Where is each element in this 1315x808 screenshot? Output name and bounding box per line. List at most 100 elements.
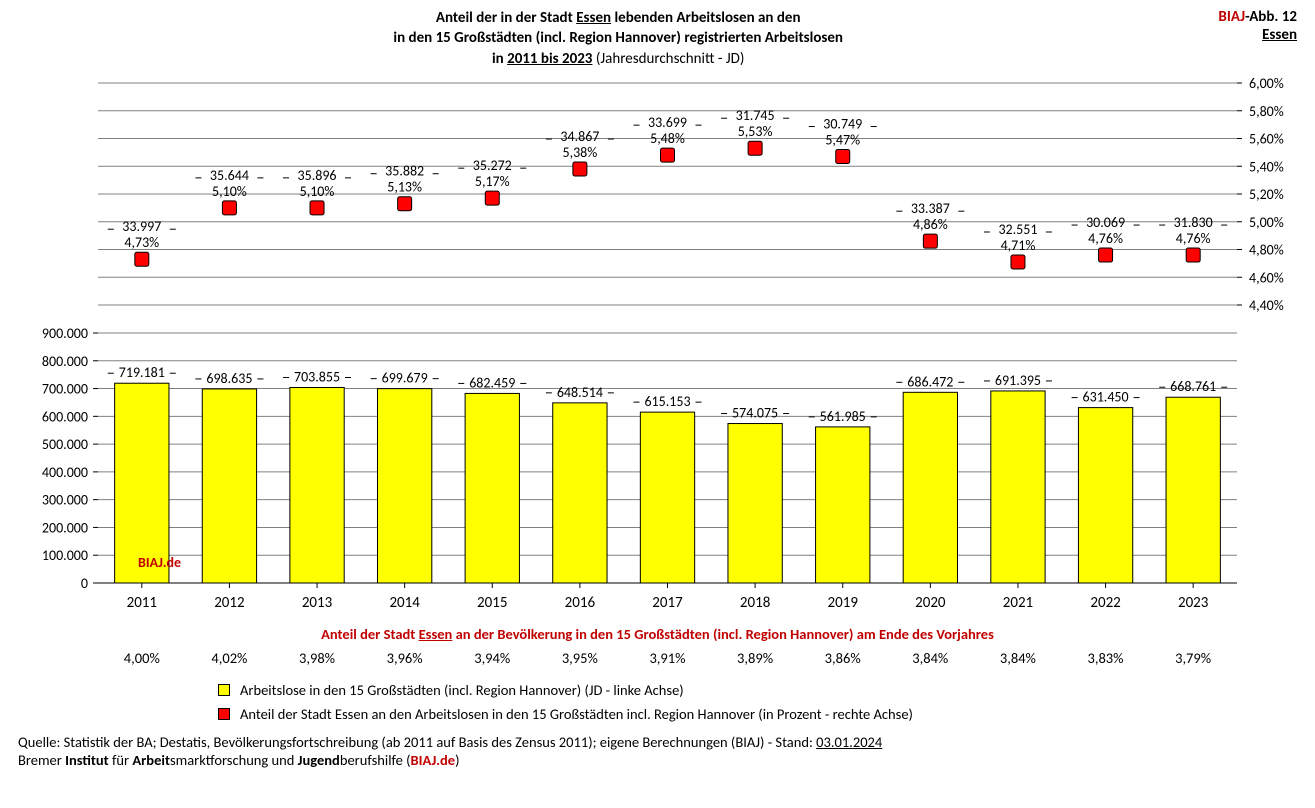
svg-text:31.830: 31.830 [1174, 214, 1213, 231]
population-share-row: 4,00%4,02%3,98%3,96%3,94%3,95%3,91%3,89%… [18, 649, 1297, 667]
svg-text:2012: 2012 [214, 594, 244, 612]
svg-text:6,00%: 6,00% [1249, 75, 1284, 92]
svg-text:35.896: 35.896 [298, 167, 337, 184]
legend: Arbeitslose in den 15 Großstädten (incl.… [218, 681, 1297, 723]
svg-text:691.395: 691.395 [995, 372, 1041, 389]
svg-text:2017: 2017 [652, 594, 683, 612]
svg-text:2019: 2019 [828, 594, 859, 612]
source-block: Quelle: Statistik der BA; Destatis, Bevö… [18, 733, 1297, 769]
svg-text:100.000: 100.000 [42, 547, 88, 564]
combo-chart: 4,40%4,60%4,80%5,00%5,20%5,40%5,60%5,80%… [18, 73, 1297, 623]
population-share-cell: 3,95% [536, 649, 624, 667]
svg-text:2018: 2018 [740, 594, 770, 612]
header-row: Anteil der in der Stadt Essen lebenden A… [18, 8, 1297, 69]
svg-text:400.000: 400.000 [42, 464, 88, 481]
svg-text:4,86%: 4,86% [913, 216, 948, 233]
svg-text:35.644: 35.644 [210, 167, 249, 184]
svg-text:900.000: 900.000 [42, 325, 88, 342]
svg-text:5,20%: 5,20% [1249, 186, 1284, 203]
svg-text:2023: 2023 [1178, 594, 1209, 612]
legend-item-bars: Arbeitslose in den 15 Großstädten (incl.… [218, 681, 1297, 699]
svg-text:561.985: 561.985 [820, 408, 866, 425]
svg-text:34.867: 34.867 [560, 128, 599, 145]
svg-text:699.679: 699.679 [382, 369, 428, 386]
svg-text:5,00%: 5,00% [1249, 214, 1284, 231]
svg-text:5,40%: 5,40% [1249, 158, 1284, 175]
svg-text:5,48%: 5,48% [650, 130, 685, 147]
svg-text:500.000: 500.000 [42, 436, 88, 453]
svg-text:682.459: 682.459 [469, 374, 515, 391]
svg-text:698.635: 698.635 [206, 370, 252, 387]
svg-text:5,47%: 5,47% [825, 131, 860, 148]
svg-text:4,71%: 4,71% [1001, 237, 1036, 254]
population-share-cell: 3,91% [624, 649, 712, 667]
svg-text:703.855: 703.855 [294, 368, 340, 385]
svg-text:2021: 2021 [1003, 594, 1033, 612]
svg-text:5,10%: 5,10% [300, 183, 335, 200]
svg-text:615.153: 615.153 [644, 393, 690, 410]
svg-text:5,17%: 5,17% [475, 173, 510, 190]
population-share-cell: 3,89% [711, 649, 799, 667]
source-line2: Bremer Institut für Arbeitsmarktforschun… [18, 751, 1297, 769]
svg-text:30.749: 30.749 [823, 115, 862, 132]
svg-text:0: 0 [81, 575, 88, 592]
chart-container: 4,40%4,60%4,80%5,00%5,20%5,40%5,60%5,80%… [18, 73, 1297, 623]
header-right: BIAJ-Abb. 12 Essen [1218, 8, 1297, 44]
watermark: BIAJ.de [138, 554, 181, 571]
svg-text:33.997: 33.997 [122, 218, 161, 235]
legend-swatch-yellow [218, 684, 230, 696]
title-line2: in den 15 Großstädten (incl. Region Hann… [18, 28, 1218, 48]
svg-text:574.075: 574.075 [732, 404, 778, 421]
svg-text:4,73%: 4,73% [124, 234, 159, 251]
hdr-city: Essen [1218, 26, 1297, 44]
population-share-cell: 3,94% [448, 649, 536, 667]
source-line1: Quelle: Statistik der BA; Destatis, Bevö… [18, 733, 1297, 751]
svg-text:631.450: 631.450 [1083, 388, 1129, 405]
population-share-cell: 4,00% [98, 649, 186, 667]
svg-text:33.387: 33.387 [911, 200, 950, 217]
hdr-biaj: BIAJ [1218, 8, 1245, 26]
svg-text:5,80%: 5,80% [1249, 103, 1284, 120]
population-share-cell: 3,86% [799, 649, 887, 667]
title-line3-paren: (Jahresdurchschnitt - JD) [592, 50, 744, 68]
population-share-cell: 3,98% [273, 649, 361, 667]
population-share-cell: 3,83% [1062, 649, 1150, 667]
svg-text:600.000: 600.000 [42, 408, 88, 425]
svg-text:33.699: 33.699 [648, 114, 687, 131]
svg-text:4,76%: 4,76% [1176, 230, 1211, 247]
svg-text:300.000: 300.000 [42, 491, 88, 508]
svg-text:35.882: 35.882 [385, 162, 424, 179]
title-line1-pre: Anteil der in der Stadt [436, 9, 576, 27]
title-line1-post: lebenden Arbeitslosen an den [611, 9, 800, 27]
legend-item-markers: Anteil der Stadt Essen an den Arbeitslos… [218, 705, 1297, 723]
population-share-cell: 4,02% [186, 649, 274, 667]
svg-text:31.745: 31.745 [736, 107, 775, 124]
svg-text:5,60%: 5,60% [1249, 130, 1284, 147]
svg-text:2014: 2014 [389, 594, 420, 612]
title-line3-years: 2011 bis 2023 [507, 50, 592, 68]
svg-text:648.514: 648.514 [557, 384, 603, 401]
hdr-abb: -Abb. 12 [1245, 8, 1297, 26]
svg-text:5,38%: 5,38% [562, 144, 597, 161]
svg-text:2022: 2022 [1090, 594, 1120, 612]
svg-text:5,53%: 5,53% [738, 123, 773, 140]
population-share-cell: 3,79% [1149, 649, 1237, 667]
svg-text:700.000: 700.000 [42, 380, 88, 397]
svg-text:30.069: 30.069 [1086, 214, 1125, 231]
svg-text:4,80%: 4,80% [1249, 241, 1284, 258]
population-share-cell: 3,84% [886, 649, 974, 667]
svg-text:5,10%: 5,10% [212, 183, 247, 200]
population-share-cell: 3,84% [974, 649, 1062, 667]
svg-text:686.472: 686.472 [907, 373, 953, 390]
legend-swatch-red [218, 708, 230, 720]
svg-text:4,60%: 4,60% [1249, 269, 1284, 286]
svg-text:800.000: 800.000 [42, 353, 88, 370]
svg-text:35.272: 35.272 [473, 157, 512, 174]
svg-text:2020: 2020 [915, 594, 946, 612]
chart-title: Anteil der in der Stadt Essen lebenden A… [18, 8, 1218, 69]
svg-text:5,13%: 5,13% [387, 178, 422, 195]
svg-text:2016: 2016 [565, 594, 596, 612]
svg-text:2015: 2015 [477, 594, 507, 612]
population-share-title: Anteil der Stadt Essen an der Bevölkerun… [18, 625, 1297, 643]
svg-text:2013: 2013 [302, 594, 333, 612]
